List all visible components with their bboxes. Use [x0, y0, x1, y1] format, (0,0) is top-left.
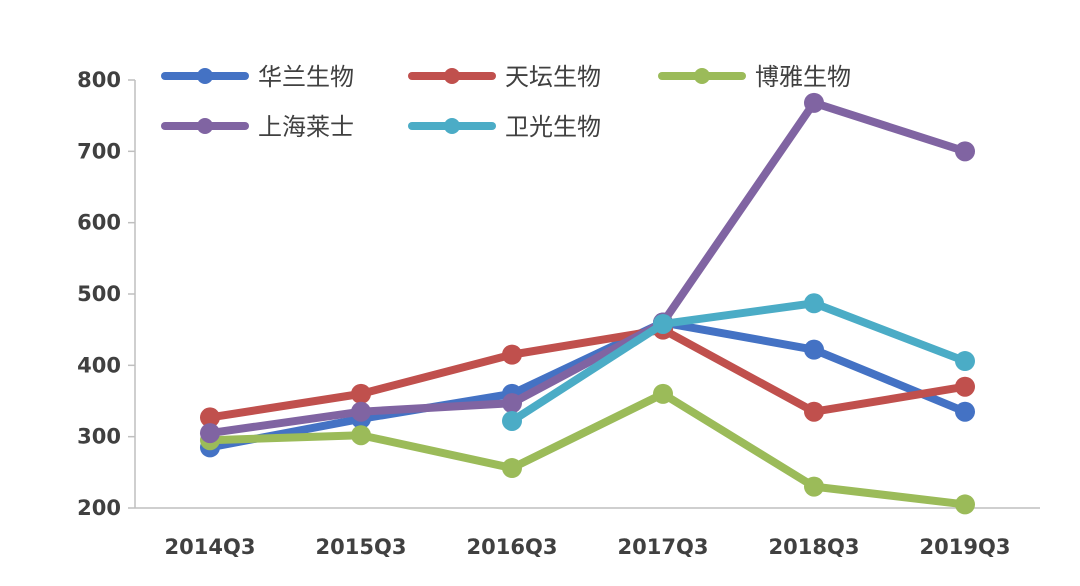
series-lines [200, 92, 975, 515]
legend-item: 天坛生物 [408, 63, 601, 91]
legend-item: 卫光生物 [408, 113, 601, 141]
legend-label: 华兰生物 [258, 63, 354, 91]
x-tick-label: 2014Q3 [165, 535, 256, 559]
data-point [351, 401, 371, 422]
series-line [206, 318, 969, 452]
data-point [502, 344, 522, 365]
data-point [502, 410, 522, 431]
data-point [955, 141, 975, 162]
y-tick-label: 200 [77, 496, 121, 520]
data-point [955, 494, 975, 515]
series-line [206, 98, 969, 438]
y-tick-label: 400 [77, 353, 121, 377]
series-line [508, 299, 969, 425]
series-2 [200, 319, 975, 428]
data-point [351, 383, 371, 404]
legend-item: 上海莱士 [161, 113, 354, 141]
series-3 [200, 383, 975, 515]
x-tick-label: 2016Q3 [467, 535, 558, 559]
legend-item: 华兰生物 [161, 63, 354, 91]
legend-swatch-marker [197, 68, 213, 84]
x-tick-label: 2017Q3 [618, 535, 709, 559]
data-point [653, 313, 673, 334]
data-point [955, 376, 975, 397]
data-point [804, 293, 824, 314]
legend-label: 博雅生物 [755, 63, 851, 91]
y-tick-label: 500 [77, 282, 121, 306]
y-tick-label: 700 [77, 139, 121, 163]
data-point [804, 476, 824, 497]
legend-swatch-marker [197, 118, 213, 134]
legend-swatch-marker [694, 68, 710, 84]
data-point [653, 383, 673, 404]
data-point [804, 339, 824, 360]
legend-swatch-marker [444, 118, 460, 134]
x-tick-label: 2015Q3 [316, 535, 407, 559]
data-point [955, 351, 975, 372]
data-point [804, 401, 824, 422]
legend-label: 天坛生物 [505, 63, 601, 91]
y-tick-label: 300 [77, 425, 121, 449]
data-point [200, 407, 220, 428]
series-4 [200, 92, 975, 444]
axes: 200 300 400 500 600 700 800 2014Q3 2015Q3 2016Q3 2… [77, 68, 1040, 559]
y-tick-label: 800 [77, 68, 121, 92]
data-point [351, 425, 371, 446]
series-line [206, 325, 969, 422]
data-point [502, 393, 522, 414]
data-point [804, 92, 824, 113]
series-5 [502, 293, 975, 431]
y-tick-label: 600 [77, 211, 121, 235]
legend-label: 卫光生物 [505, 113, 601, 141]
data-point [955, 401, 975, 422]
x-tick-label: 2019Q3 [920, 535, 1011, 559]
data-point [502, 458, 522, 479]
legend-label: 上海莱士 [258, 113, 354, 141]
series-line [206, 389, 969, 509]
data-point [200, 423, 220, 444]
legend-item: 博雅生物 [658, 63, 851, 91]
x-tick-label: 2018Q3 [769, 535, 860, 559]
legend-swatch-marker [444, 68, 460, 84]
